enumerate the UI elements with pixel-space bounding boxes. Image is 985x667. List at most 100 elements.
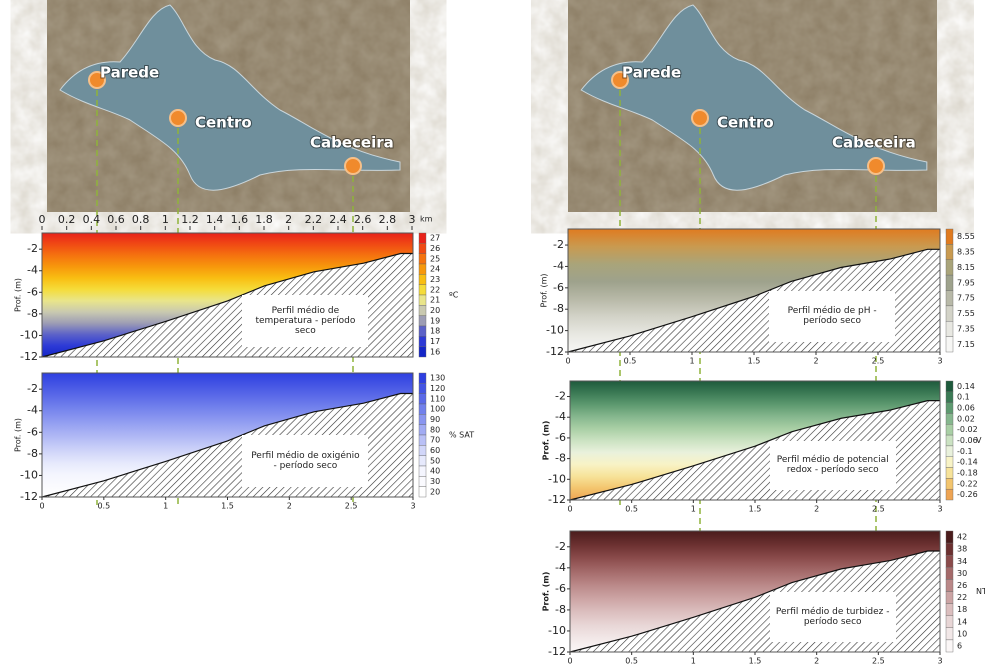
colorbar-label: 30 (430, 477, 440, 486)
x-tick-label: 3 (937, 657, 942, 666)
colorbar-unit: NTU (976, 587, 985, 596)
colorbar-label: 130 (430, 374, 445, 383)
colorbar-label: 0.14 (957, 382, 975, 391)
station-label: Centro (195, 114, 252, 132)
x-tick-label: 1 (689, 357, 694, 366)
colorbar-label: 26 (957, 581, 967, 590)
colorbar-cell (419, 295, 426, 305)
colorbar-cell (946, 567, 953, 579)
colorbar-label: 110 (430, 394, 445, 403)
colorbar-label: 34 (957, 557, 967, 566)
colorbar-cell (419, 476, 426, 486)
colorbar-label: 0.1 (957, 393, 970, 402)
y-tick-label: -8 (27, 447, 38, 460)
x-tick-label: 1.5 (749, 505, 762, 514)
x-tick-label: 0 (565, 357, 570, 366)
x-tick-label: 2.5 (872, 505, 885, 514)
y-tick-label: -4 (553, 259, 564, 272)
station-marker (170, 110, 186, 126)
x-tick-label: 1.5 (748, 357, 761, 366)
panel-annotation: Perfil médio de oxigénio - período seco (242, 435, 368, 487)
colorbar-cell (419, 254, 426, 264)
colorbar-cell (419, 414, 426, 424)
colorbar-label: 20 (430, 306, 440, 315)
colorbar-label: 6 (957, 641, 962, 650)
colorbar-cell (946, 229, 953, 244)
colorbar-cell (946, 604, 953, 616)
station-label: Parede (622, 64, 681, 82)
colorbar-cell (946, 275, 953, 290)
colorbar-cell (946, 260, 953, 275)
y-tick-label: -10 (20, 328, 38, 341)
colorbar-cell (419, 394, 426, 404)
colorbar-label: 80 (430, 425, 440, 434)
colorbar-cell (419, 326, 426, 336)
colorbar-cell (946, 531, 953, 543)
panel-annotation: Perfil médio de turbidez - período seco (770, 592, 896, 643)
colorbar-cell (419, 435, 426, 445)
x-tick-label: 1.5 (749, 657, 762, 666)
colorbar-label: -0.14 (957, 458, 978, 467)
y-axis-label: Prof. (m) (542, 421, 551, 461)
colorbar-label: 17 (430, 337, 440, 346)
y-tick-label: -8 (555, 603, 566, 616)
colorbar-label: -0.02 (957, 425, 978, 434)
y-tick-label: -2 (555, 390, 566, 403)
colorbar-label: 14 (957, 617, 967, 626)
x-tick-label: 0 (567, 657, 572, 666)
x-tick-label: 2.5 (345, 502, 358, 511)
colorbar-label: 10 (957, 629, 967, 638)
station-marker (345, 158, 361, 174)
station-label: Cabeceira (310, 134, 394, 152)
y-tick-label: -8 (27, 307, 38, 320)
colorbar-cell (946, 489, 953, 500)
colorbar-cell (946, 424, 953, 435)
colorbar-cell (946, 321, 953, 336)
colorbar-label: -0.22 (957, 479, 978, 488)
y-tick-label: -2 (27, 382, 38, 395)
y-tick-label: -6 (555, 582, 566, 595)
axis-unit: km (420, 215, 433, 224)
colorbar-cell (946, 403, 953, 414)
colorbar-label: 0.06 (957, 404, 975, 413)
colorbar-label: 7.15 (957, 340, 975, 349)
colorbar-label: 18 (957, 605, 967, 614)
x-tick-label: 0.4 (83, 213, 101, 226)
x-tick-label: 2 (814, 657, 819, 666)
x-tick-label: 0.5 (97, 502, 110, 511)
colorbar-cell (946, 435, 953, 446)
x-tick-label: 2.5 (872, 357, 885, 366)
colorbar-cell (946, 640, 953, 652)
y-tick-label: -6 (553, 281, 564, 294)
station-label: Centro (717, 114, 774, 132)
colorbar-cell (419, 383, 426, 393)
x-tick-label: 1 (691, 505, 696, 514)
colorbar-label: 60 (430, 446, 440, 455)
colorbar-label: 27 (430, 234, 440, 243)
colorbar-unit: V (976, 436, 982, 445)
colorbar-cell (946, 457, 953, 468)
colorbar-label: 30 (957, 569, 967, 578)
x-tick-label: 3 (409, 213, 416, 226)
colorbar-cell (419, 487, 426, 497)
y-axis-label: Prof. (m) (14, 278, 23, 312)
colorbar-label: 22 (957, 593, 967, 602)
colorbar-label: 100 (430, 405, 445, 414)
y-tick-label: -2 (553, 238, 564, 251)
colorbar-cell (419, 336, 426, 346)
panel-annotation: Perfil médio de pH - período seco (769, 291, 895, 343)
colorbar-cell (419, 404, 426, 414)
colorbar-label: 22 (430, 285, 440, 294)
y-axis-label: Prof. (m) (14, 418, 23, 452)
x-tick-label: 0.8 (132, 213, 150, 226)
colorbar-label: 16 (430, 347, 440, 356)
colorbar-cell (946, 592, 953, 604)
colorbar-label: 18 (430, 327, 440, 336)
y-tick-label: -2 (27, 242, 38, 255)
colorbar-label: 7.95 (957, 278, 975, 287)
x-tick-label: 0.5 (625, 505, 638, 514)
colorbar-cell (419, 264, 426, 274)
y-tick-label: -10 (548, 472, 566, 485)
colorbar-cell (946, 579, 953, 591)
y-tick-label: -12 (20, 490, 38, 503)
